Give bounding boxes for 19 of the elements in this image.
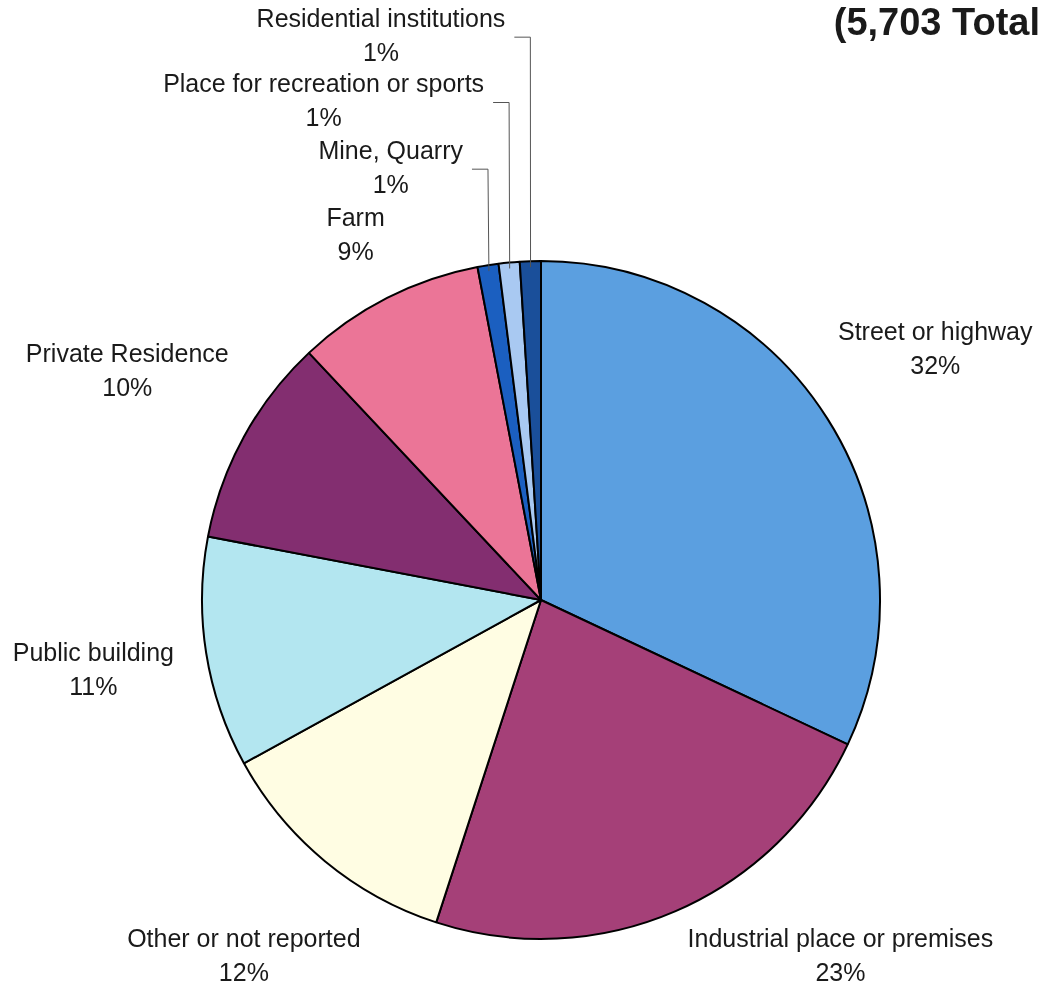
slice-label: Other or not reported [127, 924, 361, 953]
chart-title: (5,703 Total [833, 1, 1040, 44]
data-label: 9% [337, 236, 374, 265]
slice-label: Place for recreation or sports [163, 69, 485, 98]
slice-label: Private Residence [25, 339, 229, 368]
data-label: 1% [305, 103, 342, 132]
data-label: 1% [362, 38, 400, 67]
slice-label: Public building [12, 637, 174, 666]
slice-label: Farm [326, 202, 385, 231]
slice-label: Industrial place or premises [687, 924, 994, 953]
data-label: 10% [102, 373, 153, 402]
slice-label: Mine, Quarry [318, 136, 464, 165]
data-label: 11% [69, 671, 118, 700]
data-label: 23% [815, 958, 866, 987]
slice-label: Residential institutions [256, 4, 506, 33]
data-label: 12% [218, 958, 269, 987]
data-label: 32% [910, 350, 961, 379]
data-label: 1% [372, 170, 409, 199]
slice-label: Street or highway [837, 316, 1034, 345]
